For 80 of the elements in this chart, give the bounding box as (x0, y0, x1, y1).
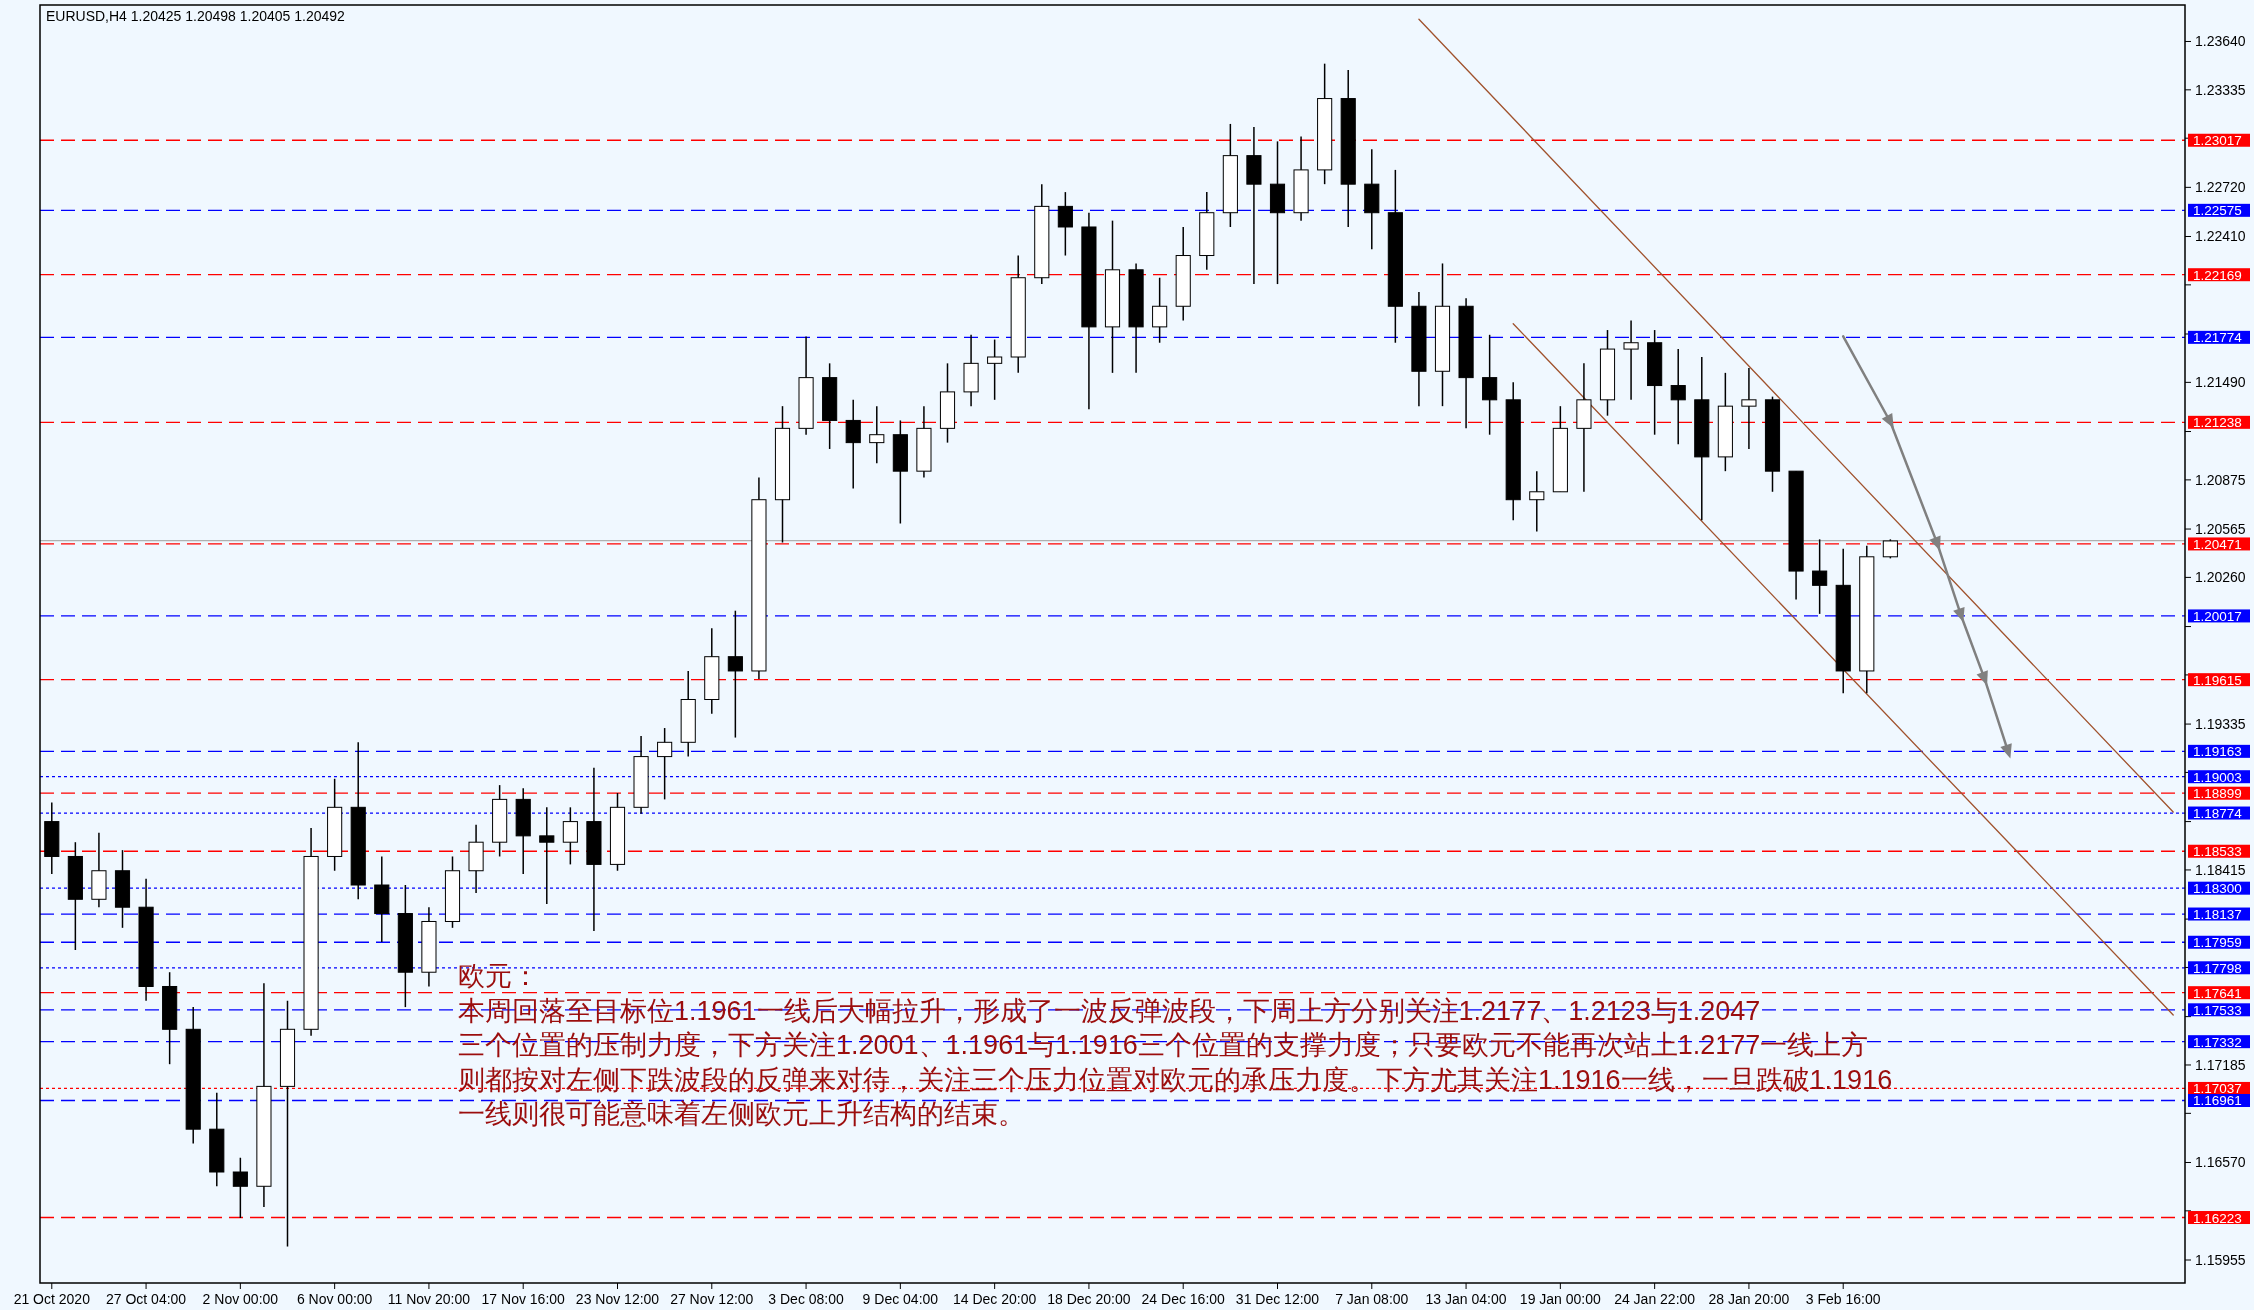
candlestick (657, 727, 673, 801)
ref-line-label: 1.21774 (2193, 330, 2243, 346)
annotation: 欧元： (458, 961, 539, 991)
annotation: 则都按对左侧下跌波段的反弹来对待，关注三个压力位置对欧元的承压力度。下方尤其关注1.1916一线，一旦跌破1.1916 (458, 1064, 1893, 1095)
ref-line-label: 1.17641 (2193, 985, 2242, 1001)
x-tick-label: 2 Nov 00:00 (202, 1291, 279, 1307)
ref-line-label: 1.20017 (2193, 608, 2242, 624)
x-tick-label: 18 Dec 20:00 (1047, 1291, 1131, 1307)
ref-line-label: 1.18137 (2193, 907, 2242, 923)
annotation: 一线则很可能意味着左侧欧元上升结构的结束。 (458, 1099, 1025, 1129)
x-tick-label: 24 Jan 22:00 (1614, 1291, 1696, 1307)
ref-line-label: 1.17959 (2193, 935, 2242, 951)
point (1976, 670, 1988, 686)
x-tick-label: 21 Oct 2020 (13, 1291, 91, 1307)
ref-line-label: 1.18899 (2193, 786, 2242, 802)
candlestick (562, 806, 578, 866)
ref-line-label: 1.18300 (2193, 881, 2242, 897)
ref-line-label: 1.19615 (2193, 672, 2242, 688)
x-tick-label: 11 Nov 20:00 (387, 1291, 471, 1307)
x-tick-label: 27 Nov 12:00 (670, 1291, 754, 1307)
candlestick (1623, 319, 1639, 401)
ref-line-label: 1.19163 (2193, 744, 2242, 760)
y-tick-label: 1.17185 (2195, 1056, 2246, 1073)
y-tick-label: 1.21490 (2195, 374, 2246, 391)
ref-line-label: 1.16223 (2193, 1210, 2242, 1226)
x-tick-label: 19 Jan 00:00 (1519, 1291, 1602, 1307)
candlestick (1812, 538, 1828, 615)
ref-line-label: 1.17332 (2193, 1034, 2242, 1050)
x-tick-label: 13 Jan 04:00 (1425, 1291, 1507, 1307)
x-tick-label: 3 Feb 16:00 (1805, 1291, 1881, 1307)
y-tick-label: 1.18415 (2195, 861, 2246, 878)
x-tick-label: 3 Dec 08:00 (768, 1291, 845, 1307)
y-tick-label: 1.23640 (2195, 33, 2246, 50)
ref-line-label: 1.23017 (2193, 133, 2242, 149)
candlestick (1482, 334, 1498, 436)
point (1929, 535, 1941, 551)
x-tick-label: 23 Nov 12:00 (575, 1291, 660, 1307)
y-tick-label: 1.22410 (2195, 228, 2246, 245)
candlestick (1882, 538, 1898, 560)
candlestick (232, 1156, 248, 1219)
x-tick-label: 17 Nov 16:00 (481, 1291, 566, 1307)
candlestick (845, 399, 861, 490)
y-tick-label: 1.19335 (2195, 716, 2246, 733)
ref-line-label: 1.22575 (2193, 203, 2242, 219)
ref-line-label: 1.20471 (2193, 536, 2242, 552)
y-tick-label: 1.16570 (2195, 1154, 2246, 1171)
x-tick-label: 27 Oct 04:00 (105, 1291, 187, 1307)
ref-line-label: 1.21238 (2193, 415, 2242, 431)
ref-line-label: 1.17533 (2193, 1002, 2242, 1018)
x-tick-label: 24 Dec 16:00 (1141, 1291, 1226, 1307)
y-tick-label: 1.23335 (2195, 81, 2246, 98)
x-tick-label: 14 Dec 20:00 (952, 1291, 1037, 1307)
y-tick-label: 1.20565 (2195, 521, 2246, 538)
y-tick-label: 1.20875 (2195, 471, 2246, 488)
point (1881, 412, 1894, 429)
candlestick (1529, 470, 1545, 533)
y-tick-label: 1.20260 (2195, 569, 2246, 586)
candlestick (1670, 348, 1686, 445)
ref-line-label: 1.22169 (2193, 267, 2242, 283)
candlestick (1057, 191, 1073, 257)
candlestick (987, 338, 1003, 401)
point (2000, 743, 2012, 759)
candlestick (539, 806, 555, 905)
point (1953, 606, 1965, 623)
candlestick (727, 609, 743, 739)
candlestick (1741, 367, 1757, 450)
ref-line-label: 1.19003 (2193, 769, 2242, 785)
ref-line-label: 1.17798 (2193, 960, 2242, 976)
ref-line-label: 1.18774 (2193, 806, 2243, 822)
ref-line-label: 1.18533 (2193, 844, 2242, 860)
x-tick-label: 6 Nov 00:00 (296, 1291, 373, 1307)
y-tick-label: 1.15955 (2195, 1252, 2246, 1269)
x-tick-label: 9 Dec 04:00 (862, 1291, 939, 1307)
chart-title: EURUSD,H4 1.20425 1.20498 1.20405 1.20492 (46, 8, 346, 24)
candlestick (1152, 276, 1168, 344)
x-tick-label: 7 Jan 08:00 (1335, 1291, 1409, 1307)
candlestick (869, 405, 885, 464)
y-tick-label: 1.22720 (2195, 179, 2246, 196)
x-tick-label: 28 Jan 20:00 (1708, 1291, 1790, 1307)
x-tick-label: 31 Dec 12:00 (1235, 1291, 1320, 1307)
